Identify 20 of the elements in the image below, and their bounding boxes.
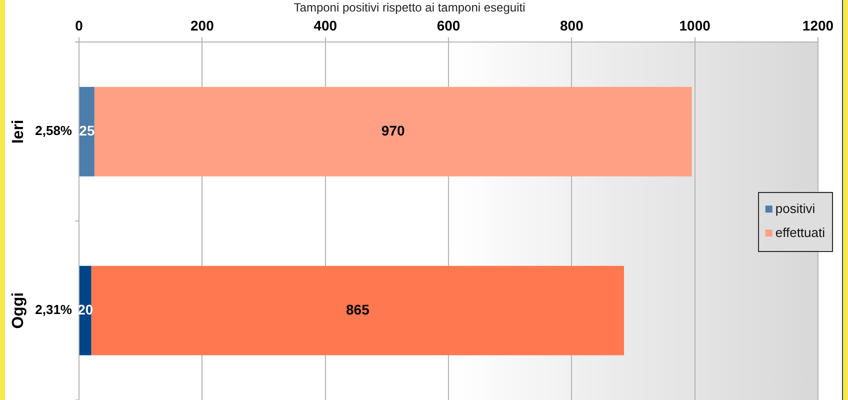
y-tick-label: Oggi [10,292,28,329]
chart-title: Tamponi positivi rispetto ai tamponi eseguiti [294,0,526,15]
text: 2,31% [35,302,72,318]
bar [91,266,624,356]
x-tick-label: 600 [436,18,460,34]
y-tick-label: Ieri [10,120,28,144]
legend-label: effettuati [775,225,826,240]
x-tick-label: 800 [560,18,584,34]
x-tick-label: 0 [75,18,84,34]
bar [94,86,692,176]
legend-label: positivi [775,201,816,216]
data-label: 865 [346,301,370,318]
data-label: 970 [381,122,405,139]
text: 2,58% [35,123,72,138]
x-tick-label: 1000 [679,18,711,34]
x-tick-label: 400 [314,18,338,34]
bar [80,86,94,176]
x-tick-label: 1200 [802,18,834,34]
data-label: 25 [79,122,95,139]
x-tick-label: 200 [190,18,214,34]
